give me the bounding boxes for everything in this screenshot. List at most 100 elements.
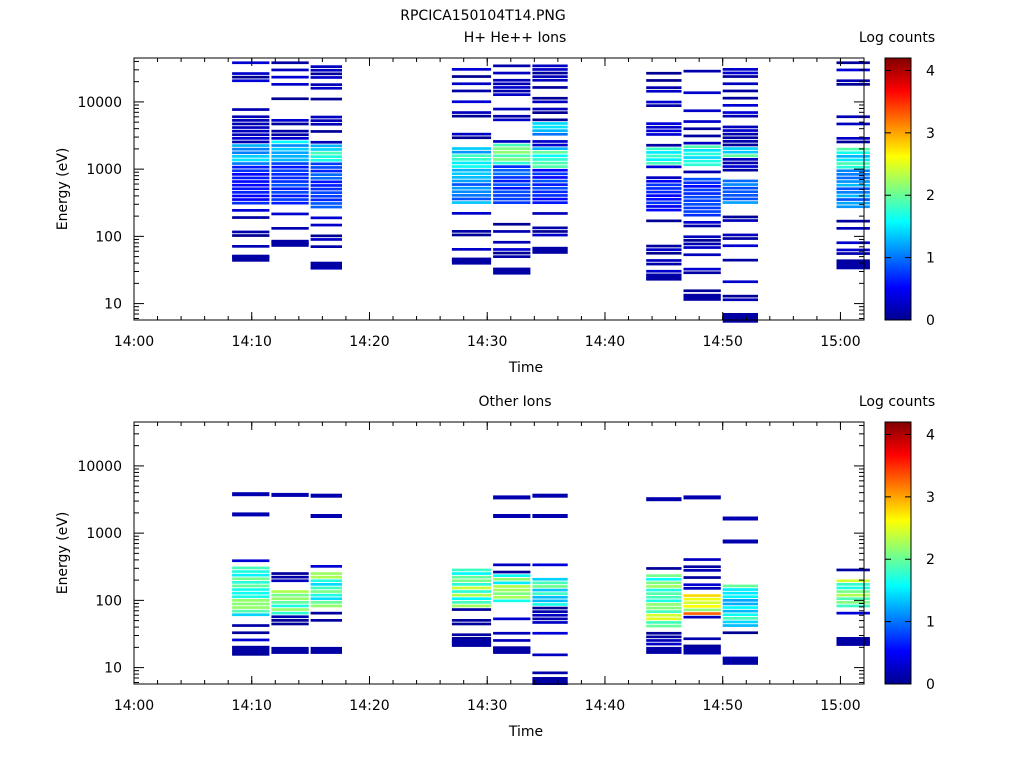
spectrogram-cell: [310, 223, 342, 227]
spectrogram-cell: [232, 624, 270, 627]
spectrogram-cell: [232, 201, 270, 205]
panel-title: Other Ions: [478, 394, 551, 410]
spectrogram-cell: [683, 120, 721, 123]
colorbar-tick-label: 1: [926, 615, 935, 631]
spectrogram-cell: [271, 122, 309, 126]
spectrogram-cell: [532, 233, 568, 237]
spectrogram-cell: [493, 78, 531, 82]
colorbar-tick-label: 2: [926, 552, 935, 568]
spectrogram-cell: [310, 158, 342, 162]
sweep-column: [683, 495, 721, 655]
spectrogram-cell: [646, 100, 682, 104]
spectrogram-cell: [310, 245, 342, 248]
spectrogram-cell: [493, 577, 531, 581]
x-axis-label: Time: [508, 724, 543, 740]
spectrogram-cell: [532, 129, 568, 132]
spectrogram-cell: [451, 212, 492, 215]
y-axis-label: Energy (eV): [55, 148, 71, 231]
sweep-column: [232, 492, 270, 656]
x-tick-label: 14:20: [349, 334, 389, 350]
spectrogram-cell: [683, 644, 721, 648]
spectrogram-cell: [310, 198, 342, 202]
spectrogram-cell: [722, 71, 758, 75]
sweep-column: [310, 65, 342, 270]
spectrogram-cell: [722, 609, 758, 613]
spectrogram-cell: [451, 233, 492, 237]
spectrogram-cell: [646, 592, 682, 595]
spectrogram-cell: [532, 212, 568, 215]
spectrogram-cell: [232, 631, 270, 635]
spectrogram-cell: [271, 180, 309, 183]
spectrogram-cell: [683, 221, 721, 224]
spectrogram-cell: [836, 187, 870, 191]
spectrogram-cell: [232, 570, 270, 573]
spectrogram-cell: [451, 593, 492, 597]
spectrogram-cell: [532, 599, 568, 603]
y-tick-label: 1000: [86, 526, 122, 542]
y-axis: 10 100 1000 10000 Energy (eV): [55, 424, 864, 684]
spectrogram-cell: [493, 179, 531, 183]
spectrogram-cell: [532, 111, 568, 114]
spectrogram-cell: [271, 97, 309, 101]
spectrogram-cell: [493, 197, 531, 201]
spectrogram-cell: [271, 601, 309, 604]
spectrogram-cell: [232, 147, 270, 151]
spectrogram-cell: [232, 216, 270, 219]
spectrogram-cell: [683, 213, 721, 217]
x-tick-label: 14:50: [703, 698, 743, 714]
spectrogram-cell: [683, 587, 721, 590]
spectrogram-cell: [646, 581, 682, 585]
spectrogram-cell: [722, 168, 758, 172]
spectrogram-cell: [232, 566, 270, 570]
spectrogram-cell: [532, 197, 568, 201]
sweep-column: [271, 61, 309, 247]
spectrogram-cell: [836, 191, 870, 194]
spectrogram-cell: [493, 595, 531, 599]
spectrogram-cell: [532, 158, 568, 161]
spectrogram-cell: [310, 83, 342, 86]
spectrogram-cell: [232, 158, 270, 162]
spectrogram-line: [532, 493, 568, 498]
spectrogram-cell: [836, 259, 870, 263]
spectrogram-cell: [722, 68, 758, 71]
spectrogram-cell: [722, 82, 758, 86]
sweep-column: [493, 495, 531, 654]
spectrogram-cell: [646, 248, 682, 251]
spectrogram-cell: [271, 144, 309, 147]
spectrogram-line: [310, 514, 342, 518]
spectrogram-cell: [683, 271, 721, 275]
spectrogram-cell: [493, 201, 531, 204]
spectrogram-line: [683, 495, 721, 500]
spectrogram-cell: [451, 176, 492, 179]
spectrogram-cell: [722, 161, 758, 165]
spectrogram-cell: [646, 104, 682, 107]
spectrogram-cell: [532, 246, 568, 254]
spectrogram-cell: [722, 104, 758, 107]
spectrogram-line: [493, 514, 531, 518]
spectrogram-cell: [646, 151, 682, 154]
spectrogram-cell: [646, 646, 682, 654]
spectrogram-cell: [683, 605, 721, 608]
spectrogram-cell: [836, 586, 870, 590]
spectrogram-cell: [532, 230, 568, 233]
spectrogram-cell: [836, 151, 870, 155]
colorbar-tick-label: 1: [926, 251, 935, 267]
y-tick-label: 100: [95, 229, 122, 245]
spectrogram-cell: [493, 114, 531, 118]
spectrogram-cell: [836, 169, 870, 173]
spectrogram-cell: [493, 165, 531, 168]
spectrogram-cell: [836, 115, 870, 119]
spectrogram-cell: [310, 601, 342, 604]
spectrogram-cell: [232, 194, 270, 198]
spectrogram-cell: [451, 150, 492, 154]
spectrogram-cell: [271, 147, 309, 151]
spectrogram-cell: [722, 237, 758, 240]
spectrogram-cell: [451, 608, 492, 611]
spectrogram-cell: [232, 187, 270, 191]
spectrogram-cell: [271, 75, 309, 79]
spectrogram-cell: [722, 624, 758, 627]
spectrogram-cell: [836, 140, 870, 144]
spectrogram-cell: [646, 262, 682, 266]
spectrogram-cell: [271, 119, 309, 122]
spectrogram-cell: [310, 187, 342, 191]
